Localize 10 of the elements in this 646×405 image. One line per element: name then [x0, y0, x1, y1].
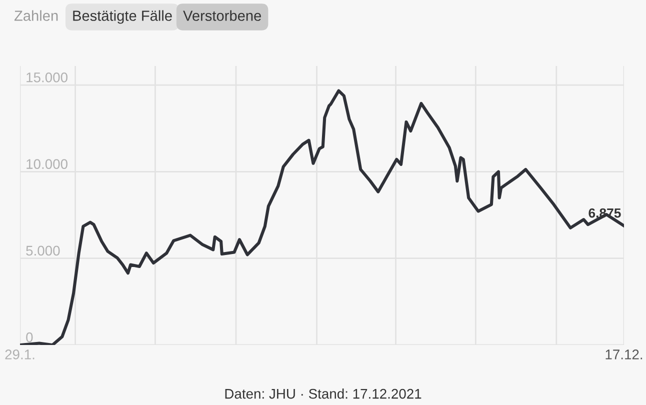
- text: Verstorbene: [183, 10, 261, 21]
- text: Daten: JHU · Stand: 17.12.2021: [225, 388, 422, 399]
- x-tick-label: 29.1.: [5, 350, 34, 360]
- y-tick-label: 15.000: [26, 72, 68, 82]
- x-tick-label: 17.12.: [606, 350, 642, 360]
- text: Zahlen: [14, 10, 58, 21]
- y-tick-label: 0: [26, 332, 33, 342]
- y-tick-label: 10.000: [26, 159, 68, 169]
- text: Bestätigte Fälle: [73, 10, 172, 24]
- y-tick-label: 5.000: [26, 246, 60, 256]
